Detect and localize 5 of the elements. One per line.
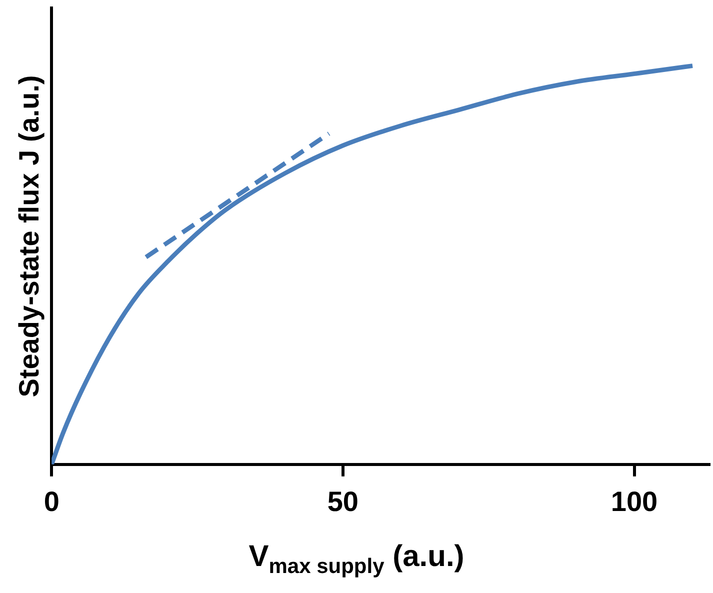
y-axis-title: Steady-state flux J (a.u.) (14, 75, 45, 398)
x-axis-title: V$_{max supply}$ (a.u.) (248, 540, 466, 579)
x-tick-label: 0 (44, 486, 60, 517)
x-tick-label: 100 (610, 486, 658, 517)
x-tick-label: 50 (327, 486, 359, 517)
